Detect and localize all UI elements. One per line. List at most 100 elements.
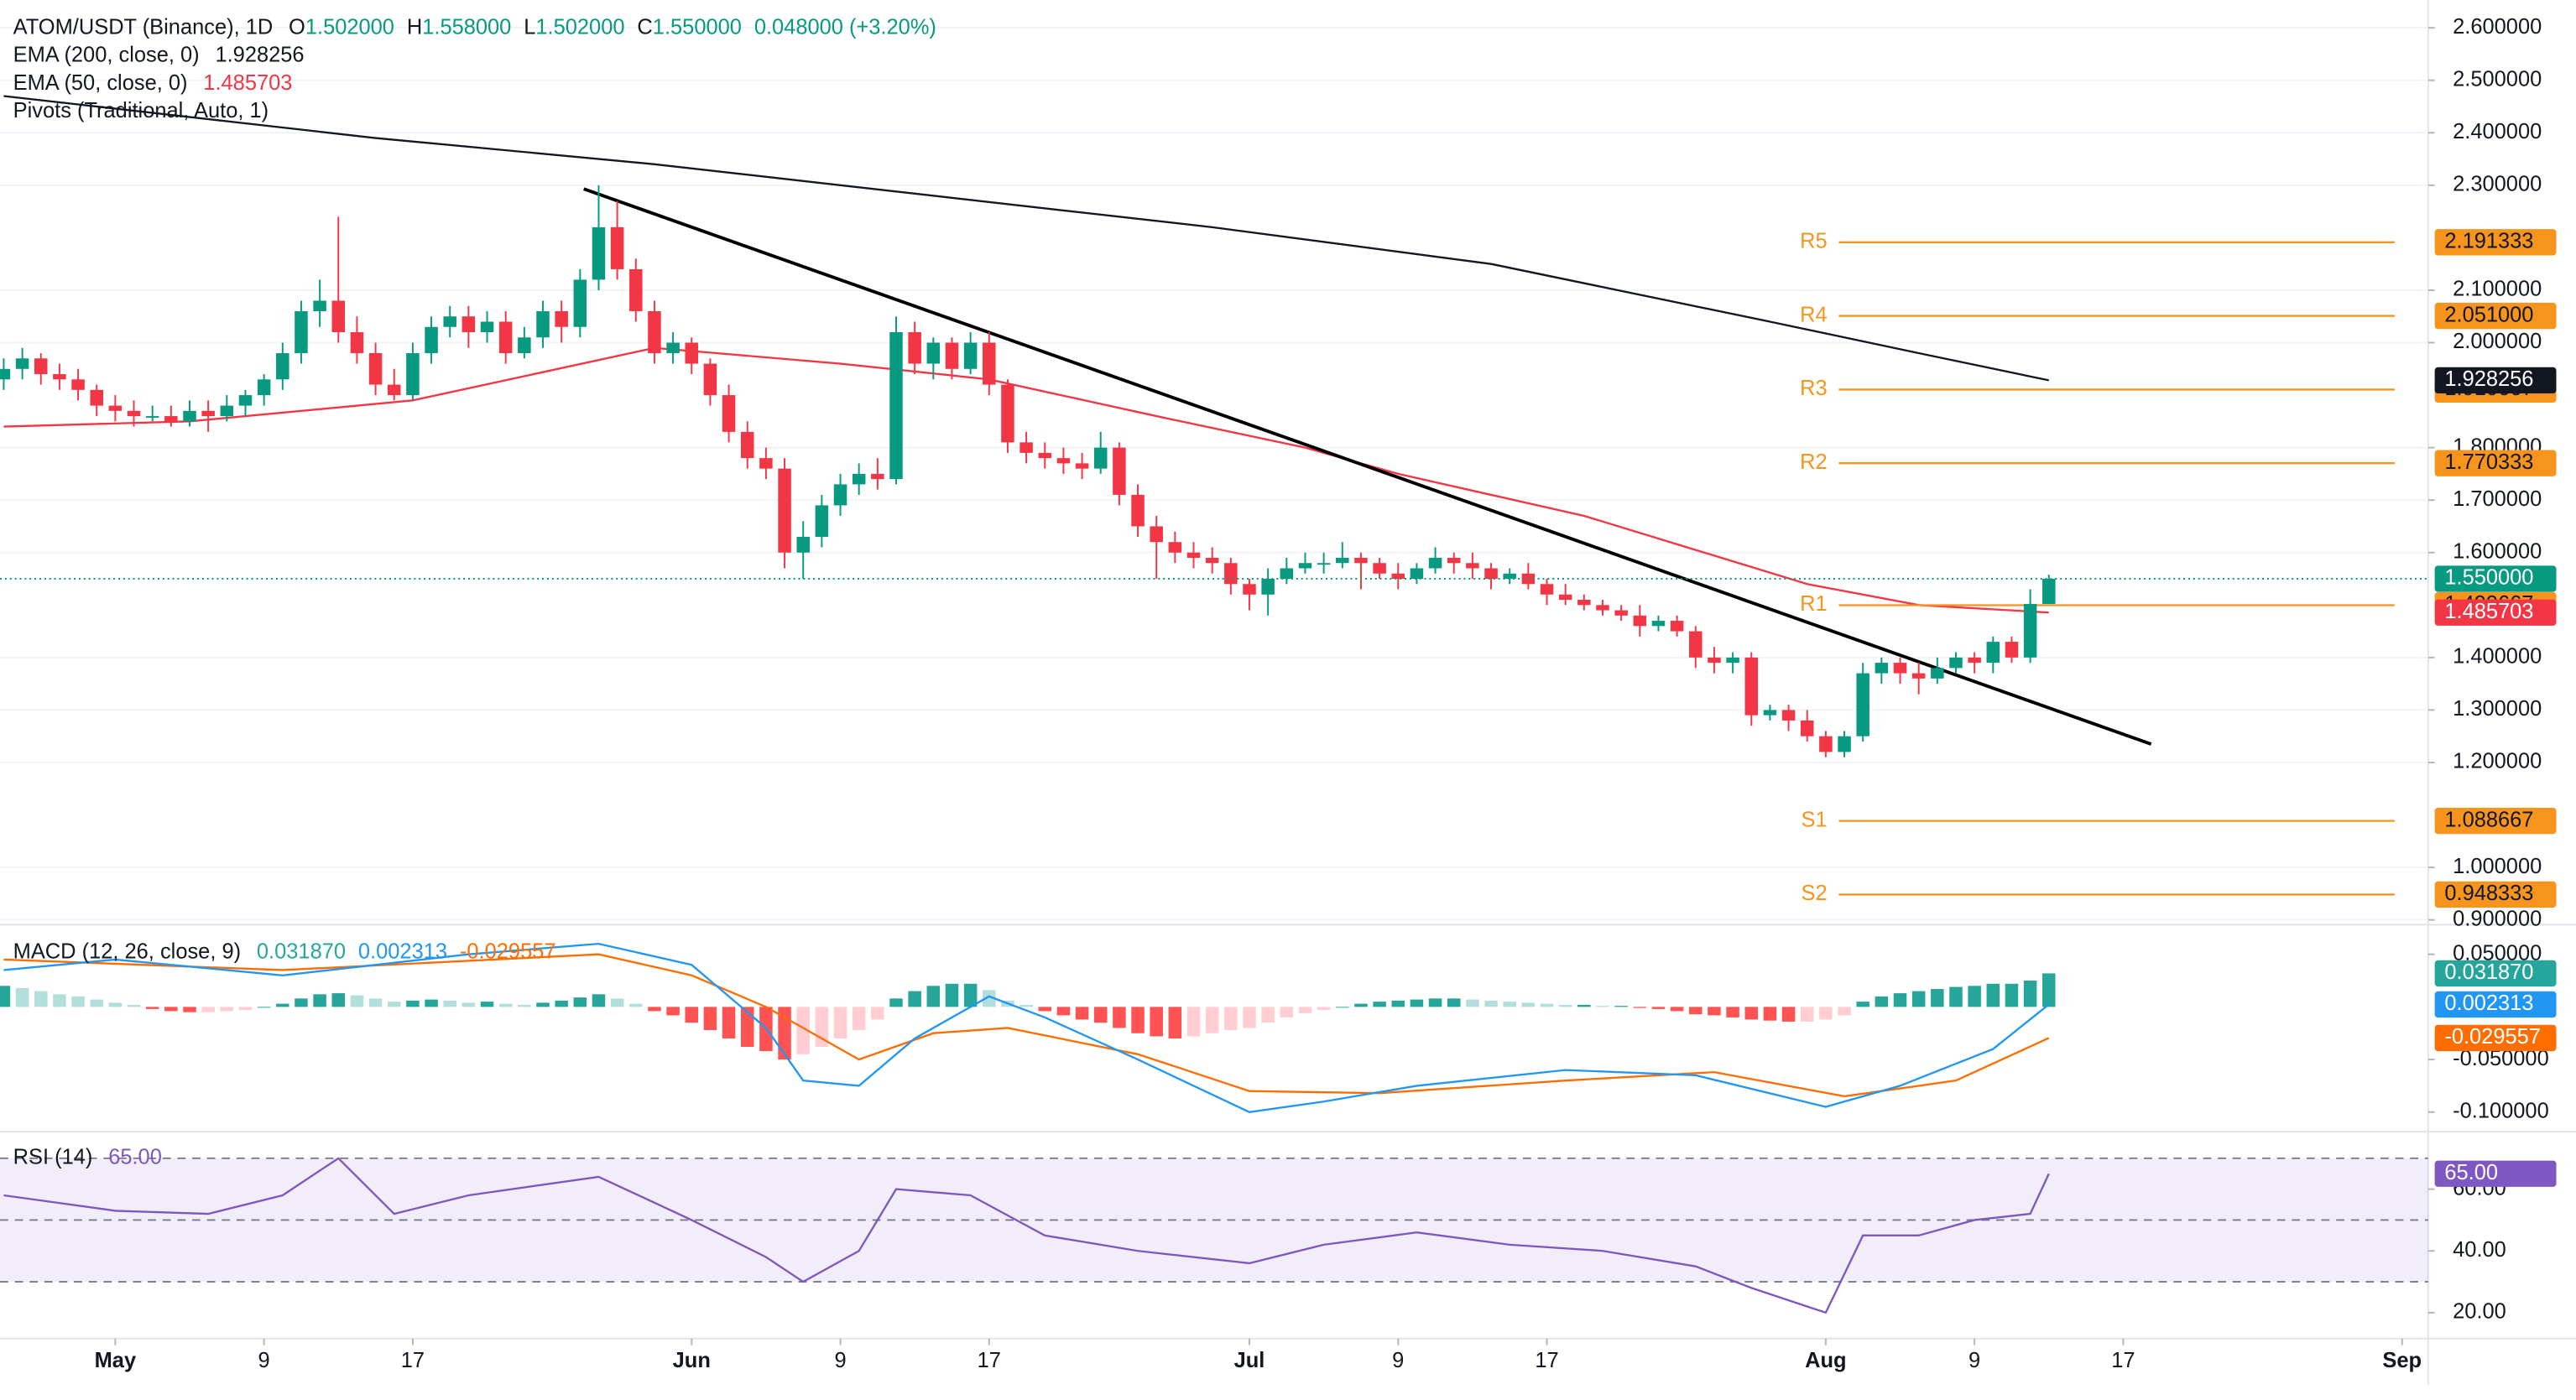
macd-histogram-bar: [295, 998, 308, 1007]
candle-body: [1056, 458, 1071, 464]
candle-body: [0, 368, 11, 380]
macd-histogram-bar: [1410, 999, 1424, 1007]
y-tick-label: 2.600000: [2453, 15, 2542, 39]
y-tick-label: -0.100000: [2453, 1100, 2549, 1123]
candle-body: [1243, 584, 1256, 595]
x-tick-label: Jun: [673, 1349, 711, 1372]
pivot-label: R4: [1800, 303, 1828, 326]
candle-body: [1186, 552, 1201, 558]
candle-body: [648, 310, 661, 354]
candle-body: [2023, 604, 2037, 658]
rsi-badge-text: 65.00: [2444, 1161, 2498, 1184]
candle-body: [759, 458, 773, 469]
macd-histogram-bar: [183, 1007, 196, 1012]
macd-hist-badge: [2434, 960, 2557, 987]
pivot-badge: [2434, 881, 2557, 908]
macd-histogram-bar: [796, 1007, 810, 1054]
macd-badge-text: -0.029557: [2444, 1025, 2541, 1049]
macd-histogram-bar: [461, 1002, 476, 1007]
macd-histogram-bar: [963, 983, 978, 1007]
macd-histogram-bar: [926, 986, 941, 1007]
rsi-badge: [2434, 1160, 2557, 1187]
candle-body: [722, 395, 736, 432]
candle-body: [425, 326, 438, 354]
price-badge: [2434, 565, 2557, 592]
macd-badge: [2434, 1024, 2557, 1052]
candle-body: [387, 384, 401, 396]
y-tick-label: 0.900000: [2453, 907, 2542, 930]
legend-value: -0.029557: [460, 939, 556, 963]
macd-histogram-bar: [648, 1007, 661, 1012]
candle-body: [1968, 657, 1981, 664]
candle-body: [1428, 557, 1442, 569]
macd-histogram-bar: [1744, 1007, 1759, 1020]
macd-histogram-bar: [1113, 1007, 1126, 1028]
macd-histogram-bar: [1614, 1006, 1628, 1007]
candle-body: [406, 353, 420, 396]
macd-histogram-bar: [1689, 1007, 1703, 1015]
macd-histogram-bar: [908, 991, 921, 1007]
y-tick-label: 1.600000: [2453, 539, 2542, 563]
macd-histogram-bar: [1056, 1007, 1071, 1016]
candle-body: [1781, 710, 1796, 721]
macd-histogram-bar: [1224, 1007, 1238, 1030]
legend-name: EMA (50, close, 0): [13, 71, 188, 95]
legend-value: 65.00: [108, 1145, 162, 1168]
macd-histogram-bar: [331, 993, 346, 1007]
ema200-legend: EMA (200, close, 0) 1.928256: [13, 43, 305, 66]
ema-line: [3, 95, 2050, 382]
ema-badge-text: 1.928256: [2444, 367, 2533, 391]
candle-body: [1224, 563, 1238, 585]
candle-body: [1949, 657, 1963, 669]
macd-histogram-bar: [1428, 998, 1442, 1007]
candle-body: [1875, 663, 1889, 674]
candle-body: [238, 395, 253, 406]
macd-histogram-bar: [1150, 1007, 1163, 1037]
x-tick-label: 17: [2111, 1349, 2135, 1372]
macd-histogram-bar: [1838, 1007, 1851, 1016]
macd-legend: MACD (12, 26, close, 9) 0.031870 0.00231…: [13, 939, 556, 963]
macd-histogram-bar: [1726, 1007, 1739, 1017]
macd-histogram-bar: [518, 1004, 531, 1007]
candle-body: [1819, 736, 1833, 752]
candle-body: [1931, 668, 1944, 679]
y-tick-label: 1.200000: [2453, 750, 2542, 773]
y-tick-label: 2.100000: [2453, 278, 2542, 301]
candle-body: [778, 468, 791, 553]
candle-body: [1466, 563, 1479, 569]
candle-body: [443, 316, 456, 327]
macd-histogram-bar: [15, 987, 29, 1007]
y-tick-label: 2.400000: [2453, 120, 2542, 143]
pivot-label: R1: [1800, 592, 1828, 616]
macd-histogram-bar: [53, 994, 66, 1007]
y-tick-label: 2.300000: [2453, 173, 2542, 196]
ohlc-value: 1.558000: [422, 15, 511, 39]
macd-histogram-bar: [685, 1007, 699, 1023]
ema-badge: [2434, 599, 2557, 626]
y-tick-label: 1.400000: [2453, 645, 2542, 669]
candle-body: [108, 405, 123, 411]
y-tick-label: 2.000000: [2453, 330, 2542, 353]
macd-histogram-bar: [945, 983, 959, 1007]
candle-body: [1800, 720, 1814, 736]
pivots-legend: Pivots (Traditional, Auto, 1): [13, 99, 269, 122]
candle-body: [703, 363, 717, 396]
macd-histogram-bar: [1708, 1007, 1721, 1016]
candle-body: [1540, 584, 1554, 595]
ohlc-key: L: [524, 15, 535, 39]
ohlc-value: 1.502000: [535, 15, 624, 39]
macd-histogram-bar: [127, 1004, 141, 1007]
macd-histogram-bar: [722, 1007, 736, 1038]
y-tick-label: 2.500000: [2453, 67, 2542, 91]
candle-body: [2005, 642, 2019, 658]
macd-histogram-bar: [536, 1002, 550, 1007]
candle-body: [573, 279, 587, 327]
macd-histogram-bar: [387, 1002, 401, 1007]
candle-body: [1001, 384, 1014, 443]
x-tick-label: 17: [401, 1349, 425, 1372]
macd-histogram-bar: [108, 1002, 123, 1007]
symbol-line: ATOM/USDT (Binance), 1D O1.502000 H1.558…: [13, 15, 936, 39]
pivot-badge: [2434, 302, 2557, 330]
macd-histogram-bar: [368, 998, 383, 1007]
